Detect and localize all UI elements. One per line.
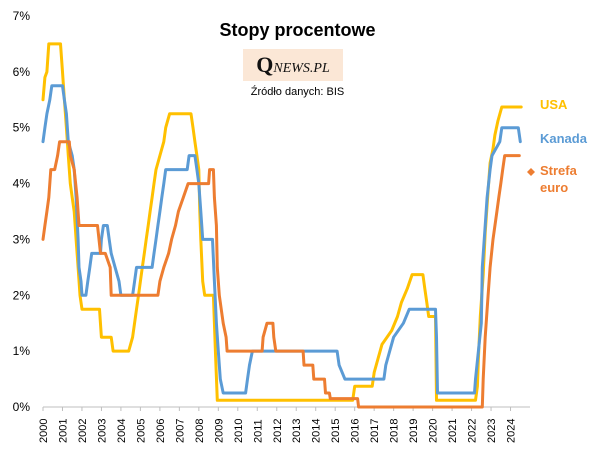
x-tick-label: 2007 xyxy=(174,419,186,443)
legend-usa: USA xyxy=(540,96,567,113)
x-tick-label: 2000 xyxy=(38,419,50,443)
legend-strefa-euro: Strefa euro xyxy=(540,162,577,196)
y-tick-label: 7% xyxy=(13,9,31,23)
x-tick-label: 2012 xyxy=(272,419,284,443)
x-tick-label: 2018 xyxy=(389,419,401,443)
legend-kanada: Kanada xyxy=(540,130,587,147)
x-tick-label: 2001 xyxy=(57,419,69,443)
x-tick-label: 2020 xyxy=(428,419,440,443)
x-tick-label: 2013 xyxy=(291,419,303,443)
logo-q: Q xyxy=(256,52,274,77)
x-tick-label: 2002 xyxy=(77,419,89,443)
y-tick-label: 3% xyxy=(13,232,31,246)
y-tick-label: 1% xyxy=(13,344,31,358)
y-tick-label: 0% xyxy=(13,400,31,414)
x-tick-label: 2006 xyxy=(155,419,167,443)
legend-strefa-euro-line2: euro xyxy=(540,180,569,195)
x-tick-label: 2010 xyxy=(233,419,245,443)
x-tick-label: 2024 xyxy=(506,419,518,443)
y-tick-label: 2% xyxy=(13,288,31,302)
y-tick-label: 6% xyxy=(13,65,31,79)
x-tick-label: 2008 xyxy=(194,419,206,443)
y-tick-label: 5% xyxy=(13,121,31,135)
x-tick-label: 2021 xyxy=(447,419,459,443)
series-line-strefa-euro xyxy=(41,140,521,409)
legend-marker-strefa-euro xyxy=(527,168,535,176)
x-tick-label: 2004 xyxy=(116,419,128,443)
x-tick-label: 2023 xyxy=(486,419,498,443)
series-line-kanada xyxy=(41,84,522,395)
legend-usa-label: USA xyxy=(540,97,568,112)
x-tick-label: 2019 xyxy=(408,419,420,443)
x-tick-label: 2015 xyxy=(330,419,342,443)
x-tick-label: 2011 xyxy=(252,419,264,443)
x-tick-label: 2009 xyxy=(213,419,225,443)
chart-title: Stopy procentowe xyxy=(219,20,376,40)
x-tick-label: 2016 xyxy=(350,419,362,443)
legend-kanada-label: Kanada xyxy=(540,131,587,146)
x-axis: 2000 2001 2002 2003 2004 2005 2006 2007 2008 2009… xyxy=(38,406,530,443)
source-note: Źródło danych: BIS xyxy=(250,86,345,98)
logo-text: NEWS.PL xyxy=(273,61,330,76)
x-tick-label: 2003 xyxy=(96,419,108,443)
legend-strefa-euro-line1: Strefa xyxy=(540,163,577,178)
series-layer xyxy=(41,42,535,409)
y-axis: 0% 1% 2% 3% 4% 5% 6% 7% xyxy=(13,9,31,414)
y-tick-label: 4% xyxy=(13,177,31,191)
x-tick-label: 2005 xyxy=(135,419,147,443)
qnews-logo: QNEWS.PL xyxy=(243,49,343,81)
x-tick-label: 2014 xyxy=(311,419,323,443)
x-tick-label: 2017 xyxy=(369,419,381,443)
x-tick-label: 2022 xyxy=(467,419,479,443)
